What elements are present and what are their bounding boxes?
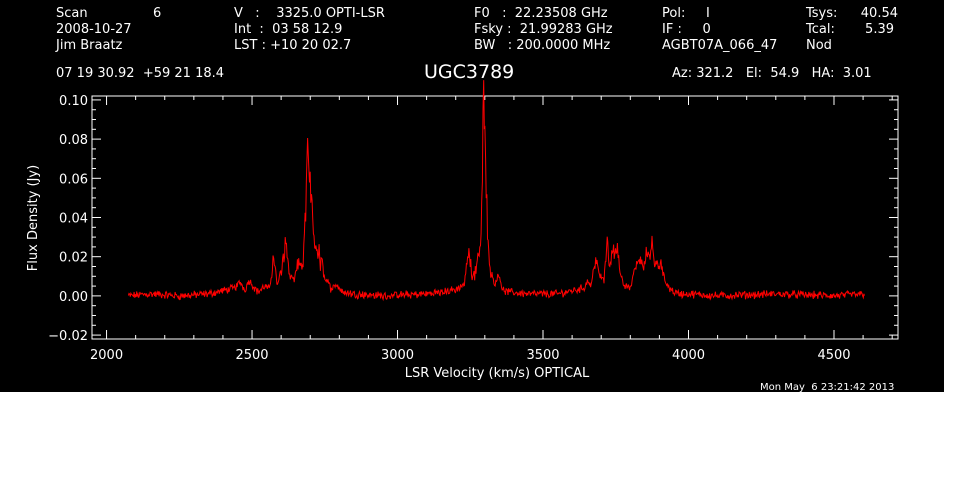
y-tick-label: 0.08	[59, 133, 88, 148]
tsys-value: 40.54	[860, 6, 898, 21]
y-axis-label: Flux Density (Jy)	[26, 165, 41, 271]
source-coordinates: 07 19 30.92 +59 21 18.4	[56, 66, 225, 81]
axis-ticks	[92, 96, 898, 339]
bandwidth-readout: BW : 200.0000 MHz	[474, 38, 611, 53]
y-tick-label: −0.02	[48, 329, 88, 344]
x-tick-labels: 2000 2500 3000 3500 4000 4500	[90, 348, 851, 363]
x-tick-label: 2000	[90, 348, 123, 363]
x-tick-label: 3000	[381, 348, 414, 363]
tcal-value: 5.39	[865, 22, 894, 37]
y-tick-label: 0.00	[59, 290, 88, 305]
y-tick-label: 0.02	[59, 251, 88, 266]
source-name: UGC3789	[424, 61, 515, 83]
x-tick-label: 4000	[672, 348, 705, 363]
plot-timestamp: Mon May 6 23:21:42 2013	[760, 382, 895, 393]
observing-mode: Nod	[806, 38, 832, 53]
tsys-label: Tsys:	[806, 6, 838, 21]
observation-date: 2008-10-27	[56, 22, 132, 37]
y-tick-label: 0.06	[59, 172, 88, 187]
x-tick-label: 3500	[526, 348, 559, 363]
spectrum-panel: Scan 6 2008-10-27 Jim Braatz V : 3325.0 …	[0, 0, 944, 393]
spectrum-trace	[127, 80, 865, 302]
x-axis-label: LSR Velocity (km/s) OPTICAL	[405, 366, 590, 381]
project-id: AGBT07A_066_47	[662, 38, 778, 53]
if-readout: IF : 0	[662, 22, 711, 37]
y-tick-labels: −0.02 0.00 0.02 0.04 0.06 0.08 0.10	[48, 94, 88, 344]
polarization-readout: Pol: I	[662, 6, 710, 21]
plot-frame	[91, 95, 899, 340]
scan-label: Scan	[56, 6, 88, 21]
y-tick-label: 0.10	[59, 94, 88, 109]
lst-readout: LST : +10 20 02.7	[234, 38, 352, 53]
az-el-ha-readout: Az: 321.2 El: 54.9 HA: 3.01	[672, 66, 872, 81]
scan-number: 6	[153, 6, 162, 21]
sky-frequency-readout: Fsky : 21.99283 GHz	[474, 22, 613, 37]
rest-frequency-readout: F0 : 22.23508 GHz	[474, 6, 608, 21]
spectrum-plot: 2000 2500 3000 3500 4000 4500 −0.02 0.00 0.02 0.…	[26, 80, 899, 381]
integration-readout: Int : 03 58 12.9	[234, 22, 343, 37]
x-tick-label: 4500	[817, 348, 850, 363]
observer-name: Jim Braatz	[56, 38, 123, 53]
y-tick-label: 0.04	[59, 212, 88, 227]
x-tick-label: 2500	[235, 348, 268, 363]
tcal-label: Tcal:	[806, 22, 835, 37]
velocity-readout: V : 3325.0 OPTI-LSR	[234, 6, 385, 21]
